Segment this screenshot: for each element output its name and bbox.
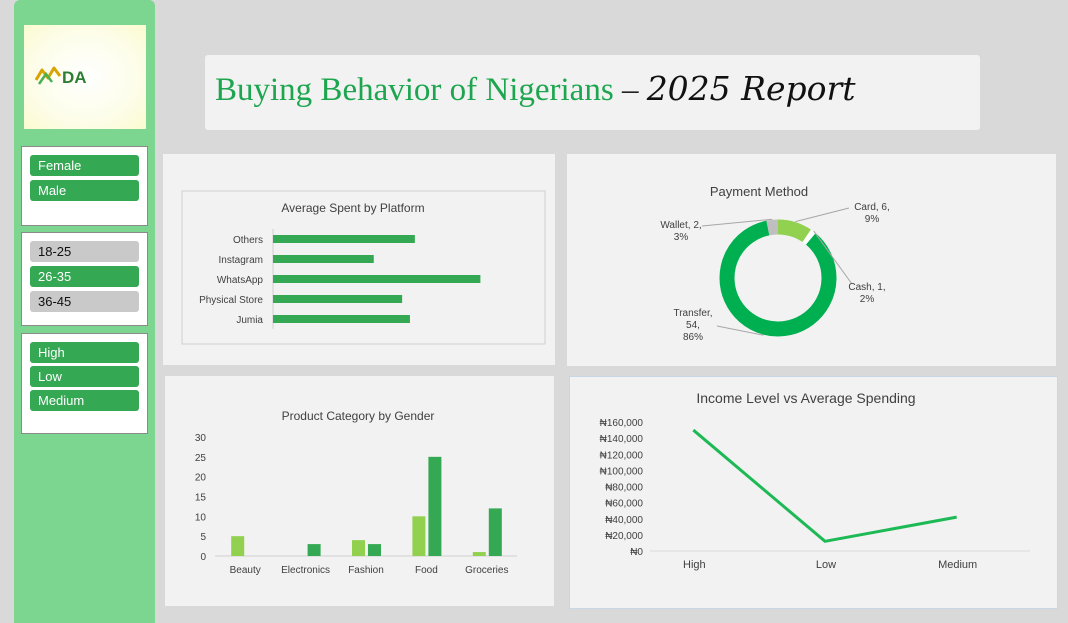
category-y-tick: 15	[195, 493, 207, 504]
platform-tick-label: Others	[233, 235, 263, 246]
slicer-item-low[interactable]: Low	[30, 366, 139, 387]
category-y-tick: 10	[195, 512, 207, 523]
platform-bar	[273, 255, 374, 263]
slicer-item-18-25[interactable]: 18-25	[30, 241, 139, 262]
platform-tick-label: Physical Store	[199, 295, 263, 306]
category-chart: Product Category by Gender 0 5 10 15 20 25 30 B…	[195, 409, 517, 576]
payment-leader-line	[813, 230, 853, 285]
title-box: Buying Behavior of Nigerians – 2025 Repo…	[205, 55, 980, 130]
category-bar	[368, 544, 381, 556]
platform-panel: Average Spent by Platform Others Instagra…	[163, 154, 555, 365]
income-slicer: High Low Medium	[21, 333, 148, 434]
category-y-tick: 30	[195, 433, 207, 444]
income-panel: Income Level vs Average Spending ₦0 ₦20,0…	[569, 376, 1058, 609]
payment-leader-line	[795, 207, 850, 223]
income-y-tick: ₦160,000	[600, 418, 644, 429]
slicer-item-medium[interactable]: Medium	[30, 390, 139, 411]
income-y-tick: ₦40,000	[605, 515, 643, 526]
category-x-tick: Electronics	[281, 565, 330, 576]
income-y-tick: ₦0	[630, 547, 643, 558]
income-y-tick: ₦80,000	[605, 483, 643, 494]
category-y-tick: 20	[195, 473, 207, 484]
platform-tick-label: Jumia	[236, 315, 263, 326]
category-x-tick: Food	[415, 565, 438, 576]
category-bar	[412, 516, 426, 556]
income-chart-title: Income Level vs Average Spending	[696, 390, 915, 406]
payment-slice-cash	[802, 229, 816, 245]
category-y-tick: 0	[200, 552, 206, 563]
income-series-line	[692, 428, 957, 543]
income-y-tick: ₦120,000	[600, 450, 644, 461]
platform-bar	[273, 235, 415, 243]
category-bar	[428, 456, 442, 556]
slicer-item-male[interactable]: Male	[30, 180, 139, 201]
payment-data-label: 3%	[674, 232, 689, 243]
payment-data-label: Transfer,	[673, 308, 712, 319]
category-x-tick: Groceries	[465, 565, 508, 576]
payment-chart: Payment Method Card, 6,9% Cash, 1,2% Trans…	[660, 184, 890, 343]
payment-slice-card	[777, 219, 811, 243]
category-chart-title: Product Category by Gender	[282, 409, 435, 423]
category-x-tick: Beauty	[230, 565, 261, 576]
logo-icon: DA	[34, 66, 87, 87]
platform-tick-label: WhatsApp	[217, 275, 264, 286]
platform-chart-title: Average Spent by Platform	[281, 201, 424, 215]
age-slicer: 18-25 26-35 36-45	[21, 232, 148, 326]
category-y-tick: 5	[200, 532, 206, 543]
payment-slice-wallet	[766, 219, 779, 236]
platform-bar	[273, 275, 481, 283]
category-bar	[231, 536, 245, 556]
slicer-item-26-35[interactable]: 26-35	[30, 266, 139, 287]
income-x-tick: Medium	[938, 559, 977, 571]
category-bar	[307, 544, 321, 556]
platform-chart: Average Spent by Platform Others Instagra…	[181, 190, 546, 345]
income-x-tick: Low	[816, 559, 836, 571]
income-chart: Income Level vs Average Spending ₦0 ₦20,0…	[600, 390, 1030, 571]
payment-slice-transfer	[719, 220, 837, 337]
payment-leader-line	[716, 325, 764, 336]
payment-data-label: 86%	[683, 332, 703, 343]
category-y-tick: 25	[195, 453, 207, 464]
payment-leader-line	[701, 218, 773, 227]
income-y-tick: ₦60,000	[605, 499, 643, 510]
payment-data-label: Card, 6,	[854, 202, 890, 213]
platform-bar	[273, 295, 403, 303]
payment-data-label: 54,	[686, 320, 700, 331]
slicer-item-female[interactable]: Female	[30, 155, 139, 176]
payment-data-label: Wallet, 2,	[660, 220, 701, 231]
income-y-tick: ₦20,000	[605, 531, 643, 542]
page-title-text: Buying Behavior of Nigerians	[215, 72, 614, 108]
logo-text: DA	[62, 68, 87, 87]
payment-panel: Payment Method Card, 6, 9% Cash, 1, 2% Trans…	[567, 154, 1056, 366]
title-dash: –	[621, 72, 639, 108]
payment-data-label: 2%	[860, 294, 875, 305]
slicer-item-36-45[interactable]: 36-45	[30, 291, 139, 312]
income-x-tick: High	[683, 559, 706, 571]
gender-slicer: Female Male	[21, 146, 148, 226]
category-bar	[352, 540, 365, 556]
income-y-tick: ₦100,000	[600, 466, 644, 477]
payment-data-label: 9%	[865, 214, 880, 225]
platform-tick-label: Instagram	[219, 255, 263, 266]
slicer-item-high[interactable]: High	[30, 342, 139, 363]
income-y-tick: ₦140,000	[600, 434, 644, 445]
title-year-report: 2025 Report	[646, 69, 856, 108]
category-panel: Product Category by Gender 0 5 10 15 20 25 30 B…	[165, 376, 554, 606]
payment-chart-title: Payment Method	[710, 184, 808, 199]
category-bar	[488, 508, 502, 556]
page-title: Buying Behavior of Nigerians – 2025 Repo…	[215, 69, 856, 109]
payment-data-label: Cash, 1,	[848, 282, 885, 293]
category-bar	[472, 552, 486, 556]
platform-bar	[273, 315, 410, 323]
category-x-tick: Fashion	[348, 565, 384, 576]
